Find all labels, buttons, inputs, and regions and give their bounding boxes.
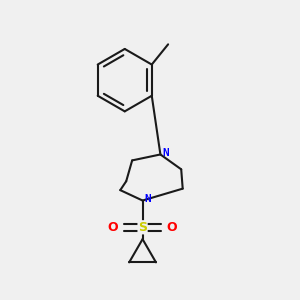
Text: O: O	[108, 221, 119, 234]
Text: S: S	[138, 221, 147, 234]
Text: N: N	[162, 148, 169, 158]
Text: N: N	[145, 194, 152, 204]
Text: O: O	[167, 221, 177, 234]
